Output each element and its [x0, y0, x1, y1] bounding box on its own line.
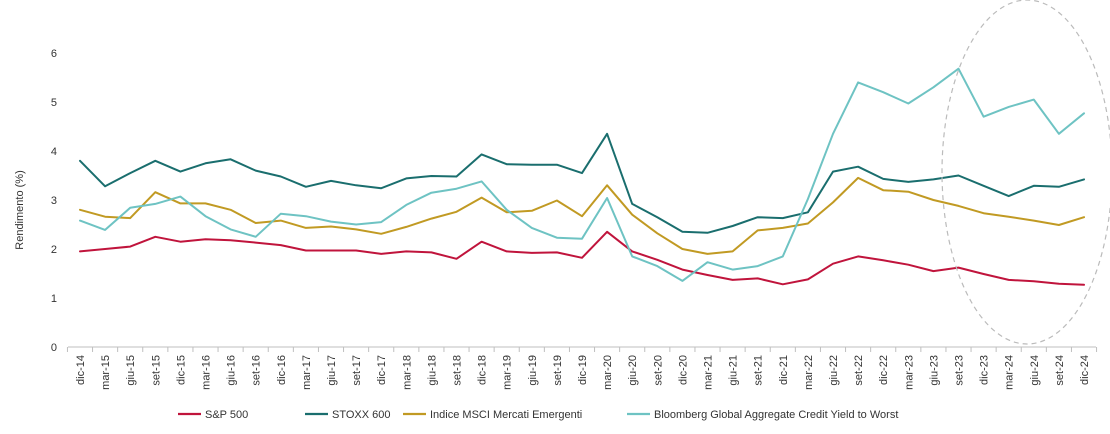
x-tick-label: dic-17 [376, 355, 388, 385]
x-tick-label: dic-15 [175, 355, 187, 385]
x-tick-label: dic-24 [1079, 355, 1091, 385]
x-tick-label: mar-15 [100, 355, 112, 390]
x-tick-label: mar-22 [803, 355, 815, 390]
x-tick-label: giu-19 [527, 355, 539, 386]
legend-label: STOXX 600 [332, 409, 391, 421]
x-tick-label: set-20 [652, 355, 664, 386]
legend-item: Indice MSCI Mercati Emergenti [403, 409, 582, 421]
x-tick-label: giu-15 [125, 355, 137, 386]
x-tick-label: mar-21 [703, 355, 715, 390]
legend-item: S&P 500 [178, 409, 248, 421]
series-line-3 [79, 67, 1085, 282]
series-line-1 [79, 132, 1085, 234]
x-tick-label: giu-20 [627, 355, 639, 386]
x-tick-label: giu-22 [828, 355, 840, 386]
x-tick-label: giu-21 [728, 355, 740, 386]
legend-item: Bloomberg Global Aggregate Credit Yield … [627, 409, 898, 421]
x-tick-label: dic-22 [878, 355, 890, 385]
x-tick-label: dic-14 [75, 355, 87, 385]
x-tick-label: mar-19 [502, 355, 514, 390]
legend-label: Bloomberg Global Aggregate Credit Yield … [654, 409, 898, 421]
x-tick-label: set-15 [150, 355, 162, 386]
x-tick-label: mar-17 [301, 355, 313, 390]
y-tick-label: 5 [51, 97, 57, 109]
x-tick-label: mar-16 [201, 355, 213, 390]
x-tick-label: giu-23 [928, 355, 940, 386]
x-tick-label: set-23 [954, 355, 966, 386]
y-tick-label: 1 [51, 293, 57, 305]
x-tick-label: giu-24 [1029, 355, 1041, 386]
x-tick-label: mar-20 [602, 355, 614, 390]
x-tick-label: giu-16 [226, 355, 238, 386]
x-tick-label: set-21 [753, 355, 765, 386]
x-tick-label: dic-20 [677, 355, 689, 385]
x-tick-label: dic-16 [276, 355, 288, 385]
series-lines [79, 67, 1085, 286]
x-axis: dic-14 mar-15 giu-15 set-15 dic-15 mar-16 giu-… [66, 346, 1098, 390]
legend-item: STOXX 600 [305, 409, 391, 421]
x-tick-label: mar-18 [401, 355, 413, 390]
y-tick-label: 2 [51, 244, 57, 256]
x-tick-label: dic-23 [979, 355, 991, 385]
x-tick-label: mar-24 [1004, 355, 1016, 390]
y-axis: 0 1 2 3 4 5 6 [51, 48, 57, 354]
x-tick-label: dic-18 [477, 355, 489, 385]
x-tick-label: set-17 [351, 355, 363, 386]
x-tick-label: dic-19 [577, 355, 589, 385]
x-tick-label: set-24 [1054, 355, 1066, 386]
legend: S&P 500 STOXX 600 Indice MSCI Mercati Emer… [178, 409, 898, 421]
x-tick-label: set-16 [251, 355, 263, 386]
highlight-ellipse [941, 0, 1110, 345]
x-tick-label: set-18 [452, 355, 464, 386]
x-tick-label: giu-18 [426, 355, 438, 386]
x-tick-label: set-19 [552, 355, 564, 386]
x-tick-label: giu-17 [326, 355, 338, 386]
y-tick-label: 0 [51, 342, 57, 354]
x-tick-label: mar-23 [903, 355, 915, 390]
series-line-0 [79, 230, 1085, 286]
y-tick-label: 4 [51, 146, 57, 158]
legend-label: S&P 500 [205, 409, 248, 421]
series-line-2 [79, 176, 1085, 255]
y-tick-label: 6 [51, 48, 57, 60]
legend-label: Indice MSCI Mercati Emergenti [430, 409, 582, 421]
y-axis-title: Rendimento (%) [14, 170, 26, 249]
y-tick-label: 3 [51, 195, 57, 207]
x-tick-label: set-22 [853, 355, 865, 386]
x-tick-label: dic-21 [778, 355, 790, 385]
